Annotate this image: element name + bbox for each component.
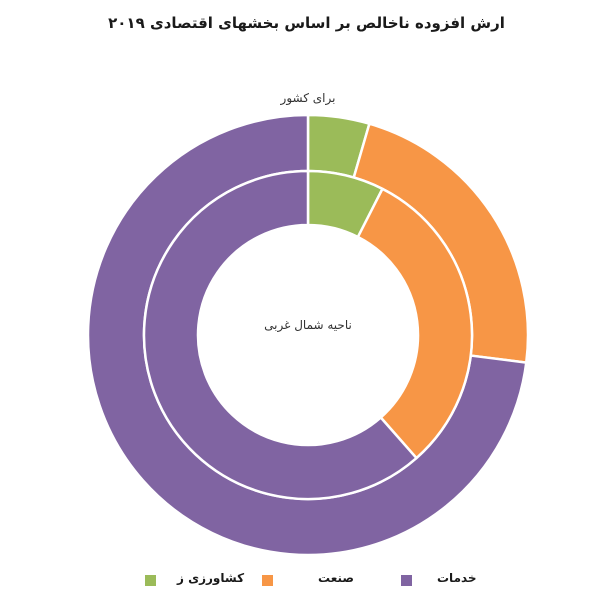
- chart-title: ارش افزوده ناخالص بر اساس بخشهای اقتصادی…: [108, 14, 505, 32]
- legend-swatch-services: [401, 575, 412, 586]
- legend-swatch-industry: [262, 575, 273, 586]
- legend-item-services: خدمات: [401, 568, 501, 592]
- legend-item-agriculture: کشاورزی ز: [145, 568, 245, 592]
- inner-ring: [142, 169, 474, 501]
- legend-label-services: خدمات: [437, 571, 477, 585]
- legend-label-industry: صنعت: [318, 571, 354, 585]
- inner-slice-services: [142, 169, 418, 501]
- legend-item-industry: صنعت: [262, 568, 362, 592]
- legend-swatch-agriculture: [145, 575, 156, 586]
- legend: کشاورزی ز صنعت خدمات: [0, 568, 613, 592]
- outer-ring-label: برای کشور: [280, 91, 336, 106]
- inner-slice-industry: [356, 187, 474, 460]
- legend-label-agriculture: کشاورزی ز: [177, 571, 245, 585]
- inner-ring-label: ناحیه شمال غربی: [264, 318, 352, 333]
